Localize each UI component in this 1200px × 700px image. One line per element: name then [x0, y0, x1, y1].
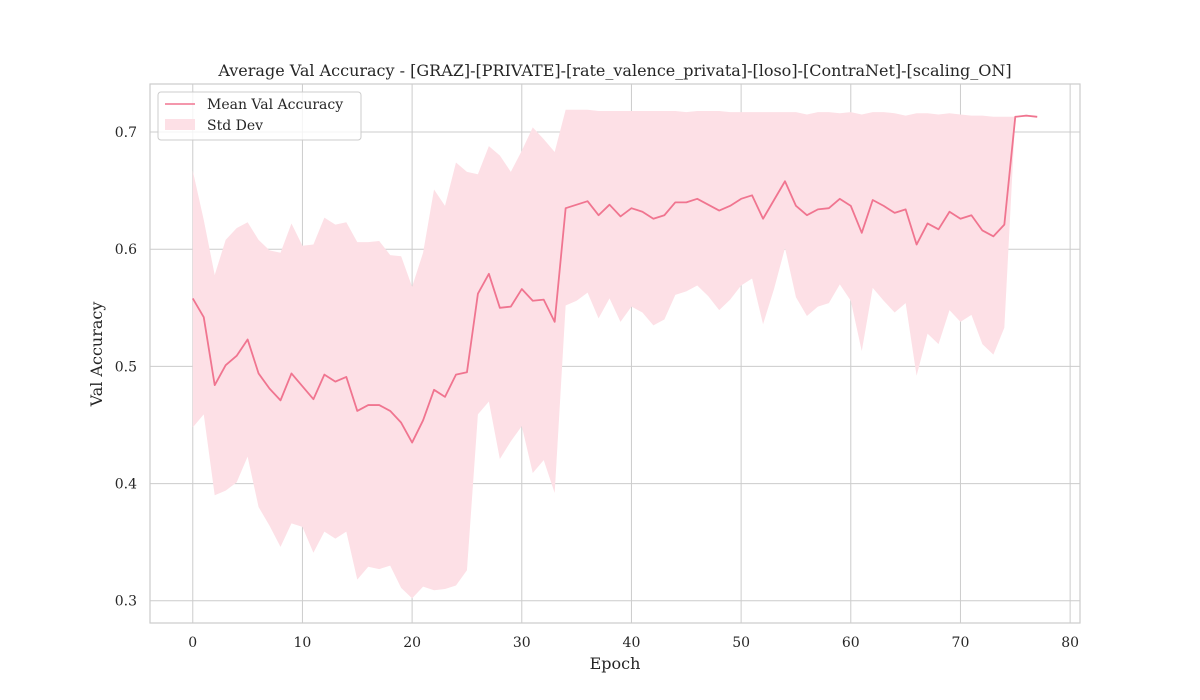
chart-title: Average Val Accuracy - [GRAZ]-[PRIVATE]-…	[217, 61, 1011, 80]
y-tick-label: 0.6	[115, 242, 137, 258]
x-tick-label: 60	[842, 635, 860, 651]
y-axis-label: Val Accuracy	[87, 302, 106, 408]
legend: Mean Val Accuracy Std Dev	[157, 91, 362, 141]
y-tick-labels: 0.3 0.4 0.5 0.6 0.7	[115, 125, 137, 610]
x-tick-label: 30	[513, 635, 531, 651]
axes-frame	[149, 83, 1081, 624]
x-tick-label: 50	[732, 635, 750, 651]
legend-box	[157, 91, 362, 141]
legend-band-swatch	[165, 119, 195, 130]
x-tick-label: 20	[403, 635, 421, 651]
x-tick-labels: 0 10 20 30 40 50 60 70 80	[188, 635, 1079, 651]
legend-label-mean: Mean Val Accuracy	[207, 97, 343, 113]
x-tick-label: 0	[188, 635, 197, 651]
mean-val-accuracy-line	[191, 114, 1038, 444]
y-tick-label: 0.3	[115, 594, 137, 610]
x-tick-label: 70	[952, 635, 970, 651]
legend-label-std: Std Dev	[207, 118, 263, 134]
y-tick-label: 0.5	[115, 359, 137, 375]
y-tick-label: 0.7	[115, 125, 137, 141]
x-tick-label: 10	[294, 635, 312, 651]
x-tick-label: 80	[1061, 635, 1079, 651]
plot-area	[149, 83, 1081, 624]
x-axis-label: Epoch	[590, 654, 641, 673]
std-dev-band	[192, 109, 1038, 599]
y-tick-label: 0.4	[115, 477, 137, 493]
x-tick-label: 40	[623, 635, 641, 651]
